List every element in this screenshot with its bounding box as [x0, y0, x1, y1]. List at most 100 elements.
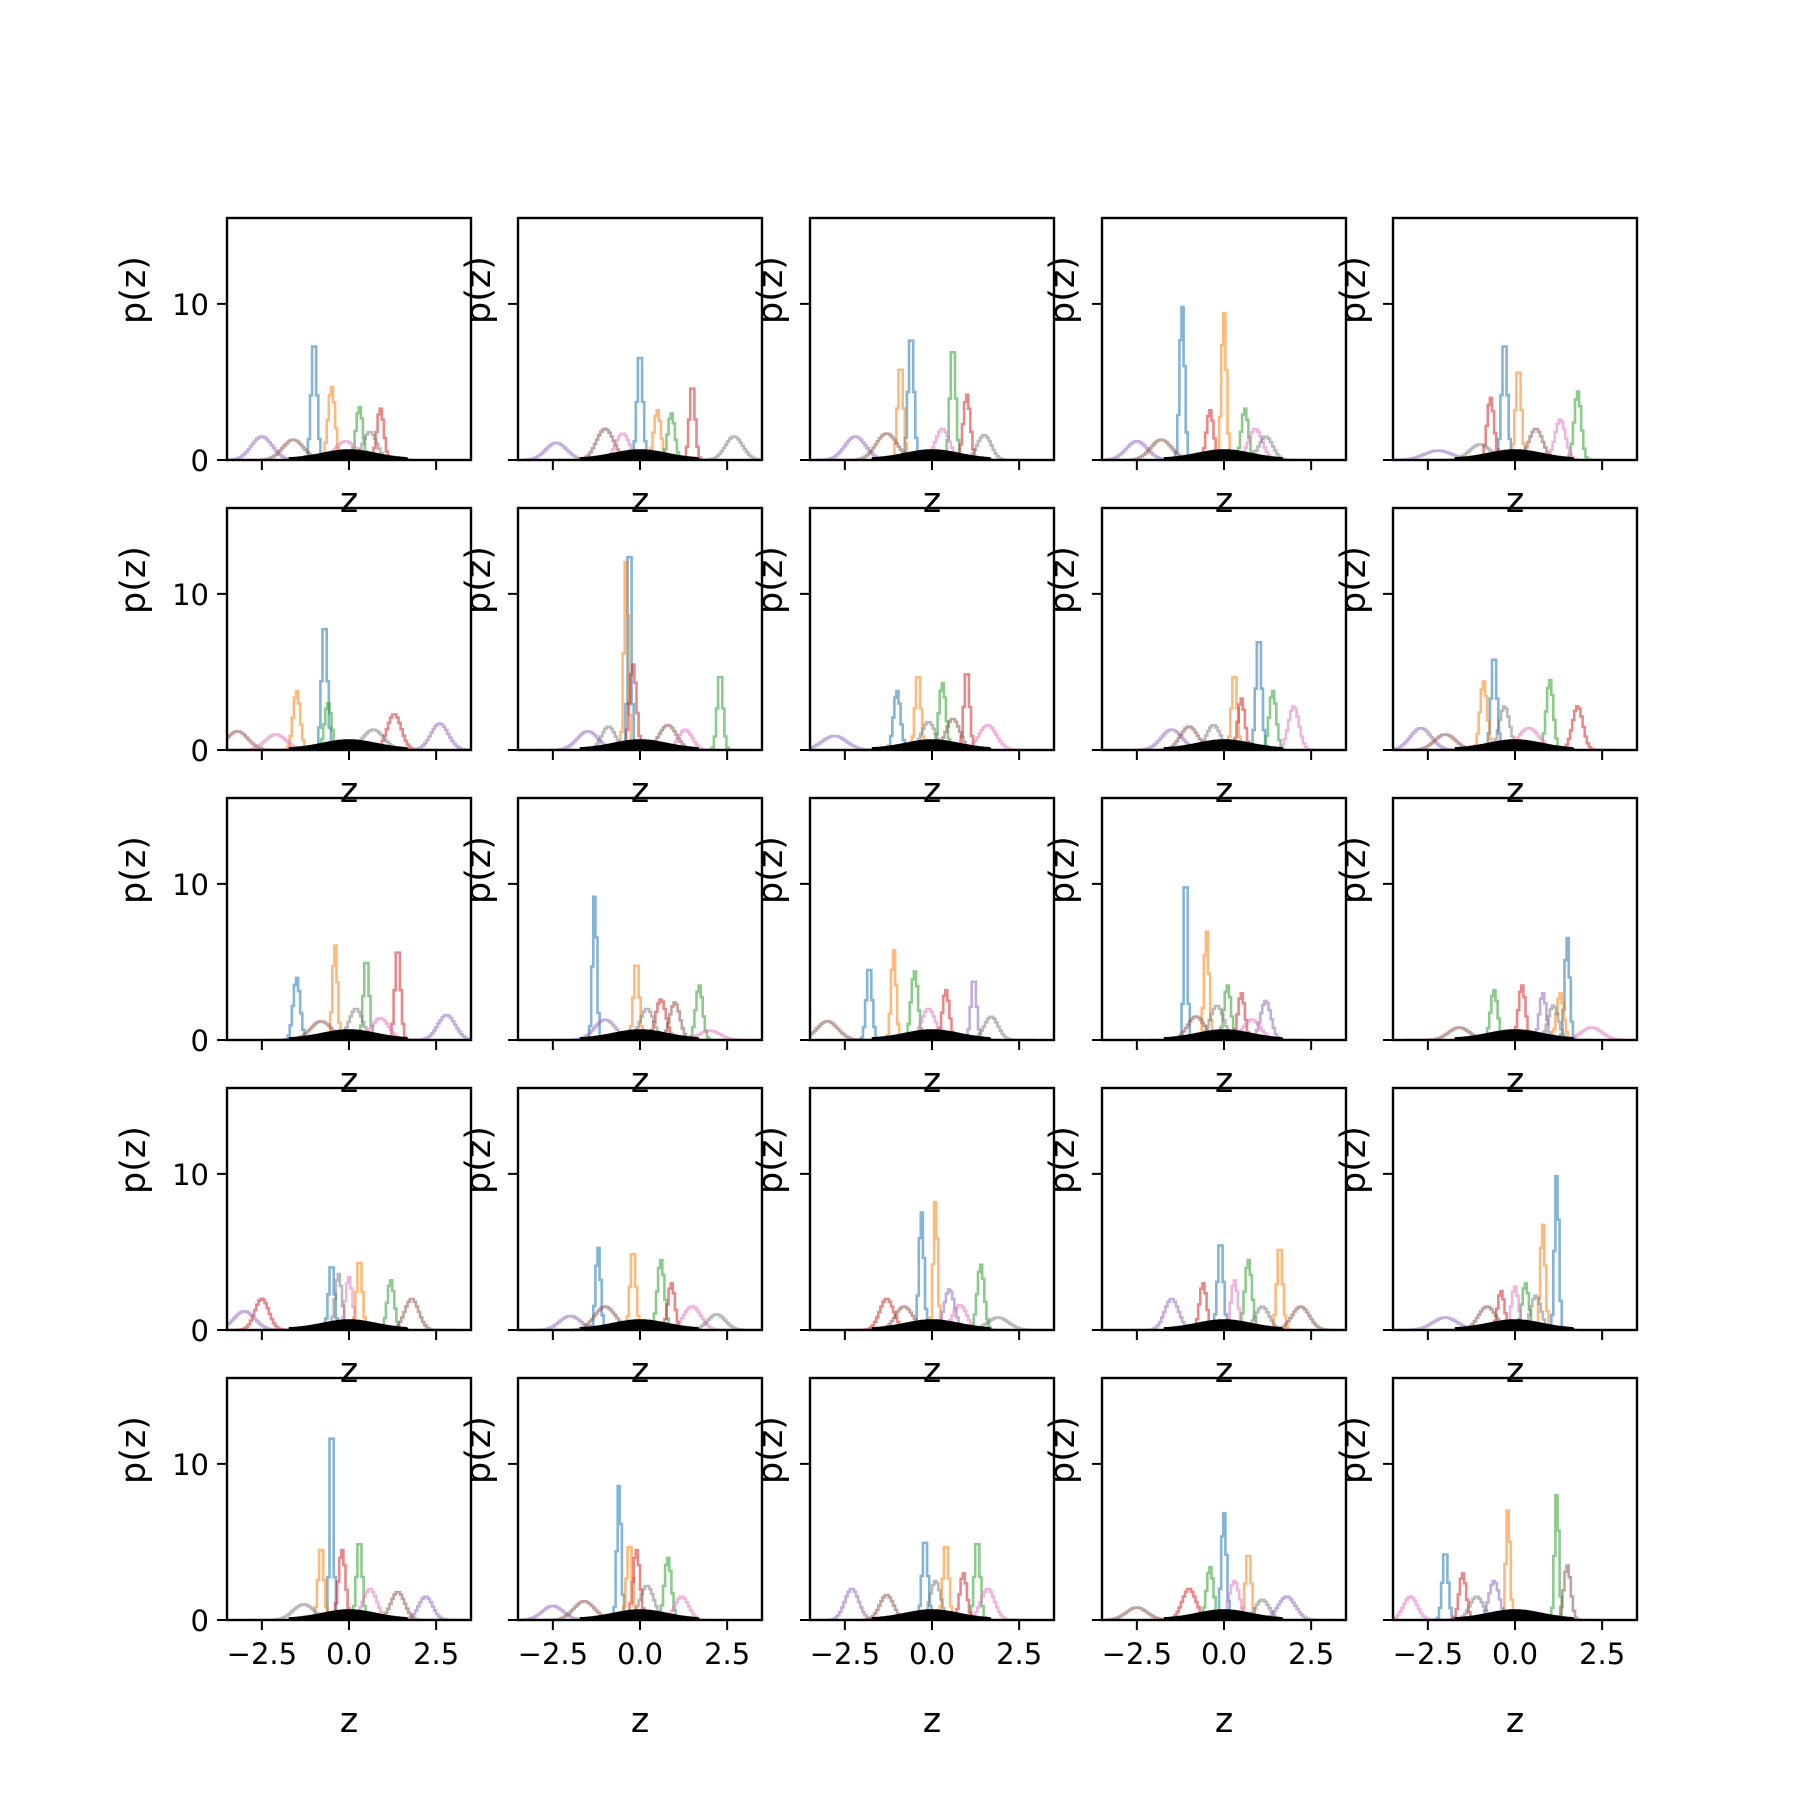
- axes-frame: [225, 1376, 473, 1622]
- y-axis-label: p(z): [1043, 256, 1083, 324]
- series-curve-1: [1479, 345, 1532, 460]
- y-tick-label: 0: [191, 1024, 209, 1058]
- subplot-1-2: z p(z): [459, 216, 764, 521]
- y-axis-label: p(z): [459, 836, 499, 904]
- series-curve-2: [1485, 1509, 1533, 1620]
- series-curve-2: [311, 944, 361, 1040]
- plot-area: [518, 1246, 762, 1330]
- x-tick-label: 2.5: [996, 1637, 1042, 1671]
- series-curve-3: [1244, 689, 1303, 750]
- x-axis-label: z: [1215, 1061, 1233, 1101]
- series-curve-4: [372, 951, 425, 1040]
- plot-area: [1393, 658, 1615, 750]
- series-curve-2: [870, 949, 920, 1040]
- x-axis-label: z: [340, 1061, 358, 1101]
- series-curve-3: [952, 1543, 1005, 1620]
- series-curve-3: [643, 412, 702, 460]
- subplot-3-1: 0 10 z p(z): [114, 796, 473, 1101]
- total-distribution: [579, 739, 701, 750]
- series-curve-5: [810, 1587, 896, 1620]
- series-curve-4: [1494, 984, 1552, 1040]
- x-tick-label: 0.0: [326, 1637, 372, 1671]
- subplot-4-2: z p(z): [459, 1086, 764, 1391]
- x-tick-label: 0.0: [1492, 1637, 1538, 1671]
- total-distribution: [1454, 1319, 1576, 1330]
- plot-area: [810, 339, 1029, 460]
- subplot-4-3: z p(z): [751, 1086, 1056, 1391]
- series-curve-3: [952, 1263, 1011, 1330]
- series-curve-3: [1497, 1282, 1556, 1330]
- total-distribution: [871, 449, 993, 460]
- y-axis-label: p(z): [1334, 256, 1374, 324]
- subplot-4-5: z p(z): [1334, 1086, 1639, 1391]
- x-axis-label: z: [923, 1061, 941, 1101]
- y-tick-label: 0: [191, 734, 209, 768]
- total-distribution: [1454, 1609, 1576, 1620]
- subplot-2-2: z p(z): [459, 506, 764, 811]
- subplot-5-2: −2.5 0.0 2.5 z p(z): [459, 1376, 764, 1741]
- x-tick-label: 0.0: [1201, 1637, 1247, 1671]
- plot-area: [518, 356, 762, 460]
- axes-frame: [1100, 506, 1348, 752]
- series-curve-4: [939, 393, 997, 460]
- series-curve-1: [897, 1211, 948, 1330]
- series-curve-7: [1487, 1285, 1545, 1330]
- x-axis-label: z: [631, 1351, 649, 1391]
- plot-area: [1102, 1512, 1338, 1620]
- series-curve-3: [1217, 407, 1275, 460]
- total-distribution: [579, 1609, 701, 1620]
- series-curve-2: [603, 560, 651, 750]
- series-curve-3: [362, 1279, 421, 1330]
- total-distribution: [288, 1319, 410, 1330]
- total-distribution: [1163, 1609, 1285, 1620]
- axes-frame: [808, 796, 1056, 1042]
- y-axis-label: p(z): [1043, 1126, 1083, 1194]
- total-distribution: [1163, 1319, 1285, 1330]
- x-tick-label: 2.5: [1288, 1637, 1334, 1671]
- plot-area: [844, 1200, 1054, 1330]
- subplot-3-4: z p(z): [1043, 796, 1348, 1101]
- y-axis-label: p(z): [1334, 546, 1374, 614]
- x-axis-label: z: [340, 481, 358, 521]
- subplot-1-3: z p(z): [751, 216, 1056, 521]
- series-curve-2: [1455, 680, 1514, 750]
- subplot-4-1: 0 10 z p(z): [114, 1086, 473, 1391]
- series-curve-1: [869, 689, 928, 750]
- x-axis-label: z: [1215, 1701, 1233, 1741]
- x-axis-label: z: [923, 481, 941, 521]
- series-curve-4: [643, 1282, 702, 1330]
- plot-area: [1393, 345, 1608, 460]
- plot-area: [247, 1437, 470, 1620]
- plot-area: [810, 1541, 1032, 1620]
- y-axis-label: p(z): [459, 1126, 499, 1194]
- series-curve-4: [314, 1548, 372, 1620]
- total-distribution: [1454, 1029, 1576, 1040]
- y-tick-label: 0: [191, 1314, 209, 1348]
- x-axis-label: z: [1506, 1351, 1524, 1391]
- y-axis-label: p(z): [114, 1126, 154, 1194]
- series-curve-2: [268, 689, 327, 750]
- subplot-5-3: −2.5 0.0 2.5 z p(z): [751, 1376, 1056, 1741]
- subplot-5-1: −2.5 0.0 2.5 0 10 z p(z): [114, 1376, 473, 1741]
- series-curve-1: [268, 976, 327, 1040]
- plot-area: [227, 1261, 456, 1330]
- y-axis-label: p(z): [751, 836, 791, 904]
- series-curve-2: [604, 1545, 657, 1620]
- total-distribution: [1454, 739, 1576, 750]
- plot-area: [265, 944, 471, 1040]
- series-curve-1: [1200, 1512, 1250, 1620]
- axes-frame: [1391, 1376, 1639, 1622]
- total-distribution: [288, 449, 410, 460]
- axes-frame: [1391, 796, 1639, 1042]
- x-axis-label: z: [340, 771, 358, 811]
- series-curve-3: [1466, 989, 1525, 1040]
- series-curve-1: [844, 968, 897, 1040]
- subplot-1-1: 0 10 z p(z): [114, 216, 473, 521]
- y-axis-label: p(z): [459, 1416, 499, 1484]
- series-curve-1: [1233, 641, 1286, 750]
- series-curve-4: [1182, 409, 1240, 460]
- subplot-3-3: z p(z): [751, 796, 1056, 1101]
- total-distribution: [579, 1029, 701, 1040]
- y-tick-label: 0: [191, 1604, 209, 1638]
